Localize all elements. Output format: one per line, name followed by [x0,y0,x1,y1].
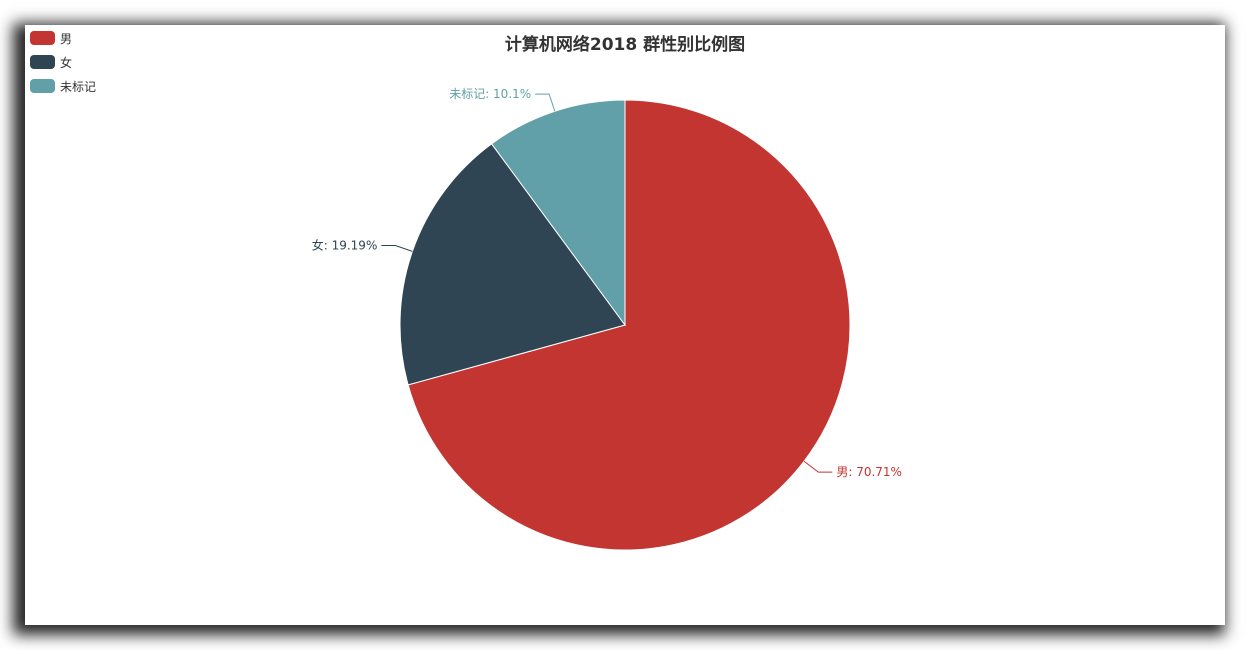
legend-item-female[interactable]: 女 [30,54,96,70]
legend-swatch-female [30,55,55,69]
pie-slice-male[interactable] [407,99,851,551]
pie-slice-unmarked[interactable] [490,99,626,327]
legend-item-male[interactable]: 男 [30,30,96,46]
legend: 男 女 未标记 [30,30,96,102]
legend-swatch-male [30,31,55,45]
slice-label-male: 男: 70.71% [836,465,902,479]
slice-label-female: 女: 19.19% [312,237,378,252]
pie-chart: 男: 70.71% 女: 19.19% 未标记: 10.1% [312,87,902,551]
slice-label-unmarked: 未标记: 10.1% [449,87,531,101]
label-line-male [803,460,833,473]
chart-window: 计算机网络2018 群性别比例图 男 女 未标记 男: 70.71% 女: 19.… [25,25,1225,625]
label-line-female [381,244,413,252]
legend-label-male: 男 [60,31,73,46]
chart-title: 计算机网络2018 群性别比例图 [504,35,746,55]
legend-item-unmarked[interactable]: 未标记 [30,78,96,94]
legend-label-female: 女 [60,55,73,70]
legend-swatch-unmarked [30,79,55,93]
legend-label-unmarked: 未标记 [60,79,97,94]
label-line-unmarked [535,93,556,112]
